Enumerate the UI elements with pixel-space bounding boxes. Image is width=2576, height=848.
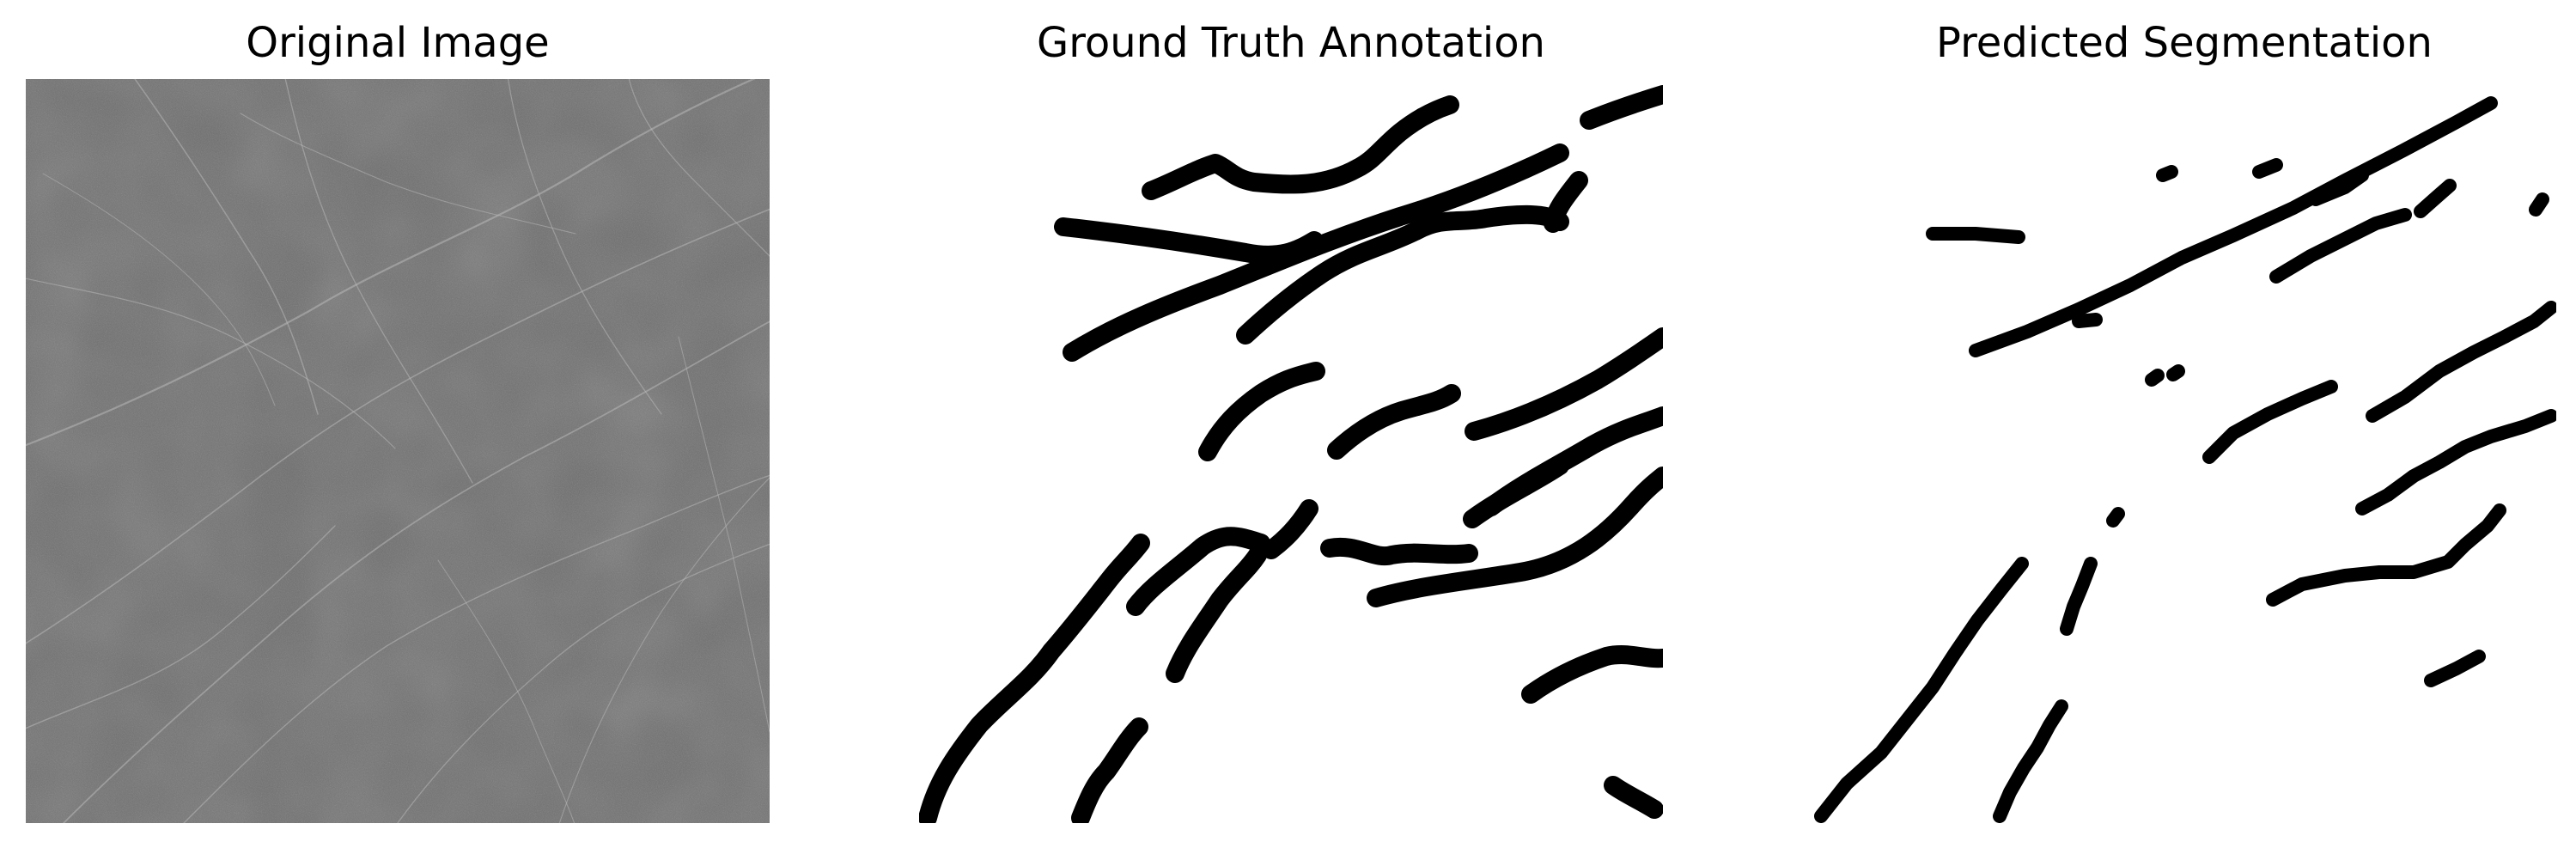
panel-title-ground-truth: Ground Truth Annotation — [1037, 19, 1545, 67]
gt-stroke — [919, 534, 1150, 823]
gt-stroke — [1142, 95, 1459, 200]
pred-stroke — [1926, 227, 2025, 244]
pred-stroke — [2266, 503, 2506, 607]
pred-stroke — [1969, 96, 2498, 357]
gt-stroke — [1521, 645, 1663, 704]
pred-stroke — [1814, 557, 2029, 823]
gt-stroke — [1544, 171, 1588, 233]
gt-stroke — [1198, 362, 1325, 461]
gt-stroke — [1327, 384, 1461, 460]
pred-stroke — [2106, 507, 2125, 528]
pred-stroke — [2529, 192, 2549, 217]
crack-lines — [26, 79, 770, 823]
texture-grain — [26, 79, 770, 823]
gt-stroke — [1604, 776, 1663, 819]
gt-stroke — [1054, 217, 1324, 265]
gt-stroke — [1580, 85, 1663, 130]
pred-stroke — [2309, 168, 2369, 206]
ground-truth-mask — [919, 85, 1663, 823]
pred-stroke — [2414, 179, 2457, 218]
pred-stroke — [2072, 313, 2103, 328]
gt-stroke — [1063, 143, 1569, 362]
pred-stroke — [2355, 409, 2556, 516]
pred-stroke — [1993, 699, 2068, 823]
pred-stroke — [2166, 364, 2185, 381]
pred-stroke — [2269, 208, 2412, 284]
gt-stroke — [1463, 456, 1569, 528]
gt-stroke — [1262, 499, 1318, 559]
gt-stroke — [1126, 527, 1270, 616]
gt-stroke — [1320, 537, 1478, 566]
pred-stroke — [2252, 158, 2283, 179]
gt-stroke — [1465, 327, 1663, 441]
predicted-strokes — [1814, 96, 2556, 823]
pred-stroke — [2060, 557, 2098, 636]
gt-stroke — [1236, 204, 1569, 345]
pred-stroke — [2156, 165, 2178, 182]
gt-stroke — [1166, 546, 1267, 683]
pred-stroke — [2366, 301, 2556, 423]
gt-stroke — [1367, 467, 1663, 607]
pred-stroke — [2424, 650, 2486, 687]
pred-stroke — [2202, 380, 2338, 464]
annotation-strokes — [919, 85, 1663, 823]
pred-stroke — [2145, 369, 2165, 387]
panel-title-original: Original Image — [246, 19, 550, 67]
gt-stroke — [1071, 717, 1148, 823]
original-image — [26, 79, 770, 823]
predicted-mask — [1814, 96, 2556, 823]
panel-title-predicted: Predicted Segmentation — [1936, 19, 2433, 67]
